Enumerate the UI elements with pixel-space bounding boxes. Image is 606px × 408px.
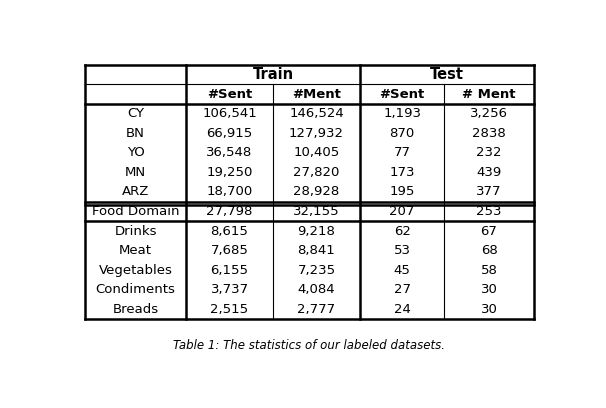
Text: 7,235: 7,235 [298, 264, 336, 277]
Text: #Ment: #Ment [292, 88, 341, 100]
Text: 870: 870 [390, 126, 415, 140]
Text: 9,218: 9,218 [298, 224, 335, 237]
Text: 68: 68 [481, 244, 498, 257]
Text: 8,615: 8,615 [211, 224, 248, 237]
Text: YO: YO [127, 146, 144, 159]
Text: 2,777: 2,777 [298, 303, 336, 316]
Text: Food Domain: Food Domain [92, 205, 179, 218]
Text: 24: 24 [394, 303, 411, 316]
Text: 36,548: 36,548 [207, 146, 253, 159]
Text: 106,541: 106,541 [202, 107, 257, 120]
Text: 30: 30 [481, 303, 498, 316]
Text: 3,737: 3,737 [210, 283, 248, 296]
Text: 66,915: 66,915 [207, 126, 253, 140]
Text: 146,524: 146,524 [289, 107, 344, 120]
Text: 127,932: 127,932 [289, 126, 344, 140]
Text: 6,155: 6,155 [210, 264, 248, 277]
Text: #Sent: #Sent [379, 88, 425, 100]
Text: ARZ: ARZ [122, 185, 149, 198]
Text: 8,841: 8,841 [298, 244, 335, 257]
Text: 1,193: 1,193 [383, 107, 421, 120]
Text: 45: 45 [394, 264, 411, 277]
Text: 58: 58 [481, 264, 498, 277]
Text: 4,084: 4,084 [298, 283, 335, 296]
Text: # Ment: # Ment [462, 88, 516, 100]
Text: 18,700: 18,700 [207, 185, 253, 198]
Text: 195: 195 [390, 185, 415, 198]
Text: 27,820: 27,820 [293, 166, 339, 179]
Text: Meat: Meat [119, 244, 152, 257]
Text: 27,798: 27,798 [207, 205, 253, 218]
Text: 28,928: 28,928 [293, 185, 339, 198]
Text: 30: 30 [481, 283, 498, 296]
Text: 19,250: 19,250 [207, 166, 253, 179]
Text: 173: 173 [390, 166, 415, 179]
Text: Table 1: The statistics of our labeled datasets.: Table 1: The statistics of our labeled d… [173, 339, 445, 353]
Text: 53: 53 [394, 244, 411, 257]
Text: 77: 77 [394, 146, 411, 159]
Text: Condiments: Condiments [96, 283, 176, 296]
Text: #Sent: #Sent [207, 88, 252, 100]
Text: Breads: Breads [113, 303, 159, 316]
Text: Vegetables: Vegetables [99, 264, 173, 277]
Text: 10,405: 10,405 [293, 146, 339, 159]
Text: 2,515: 2,515 [210, 303, 248, 316]
Text: 32,155: 32,155 [293, 205, 340, 218]
Text: 253: 253 [476, 205, 502, 218]
Text: Drinks: Drinks [115, 224, 157, 237]
Text: CY: CY [127, 107, 144, 120]
Text: BN: BN [126, 126, 145, 140]
Text: 2838: 2838 [472, 126, 506, 140]
Text: 3,256: 3,256 [470, 107, 508, 120]
Text: 27: 27 [394, 283, 411, 296]
Text: MN: MN [125, 166, 146, 179]
Text: 377: 377 [476, 185, 502, 198]
Text: 7,685: 7,685 [211, 244, 248, 257]
Text: 62: 62 [394, 224, 411, 237]
Text: Test: Test [430, 67, 464, 82]
Text: 439: 439 [476, 166, 502, 179]
Text: 232: 232 [476, 146, 502, 159]
Text: 207: 207 [390, 205, 415, 218]
Text: 67: 67 [481, 224, 498, 237]
Text: Train: Train [253, 67, 293, 82]
